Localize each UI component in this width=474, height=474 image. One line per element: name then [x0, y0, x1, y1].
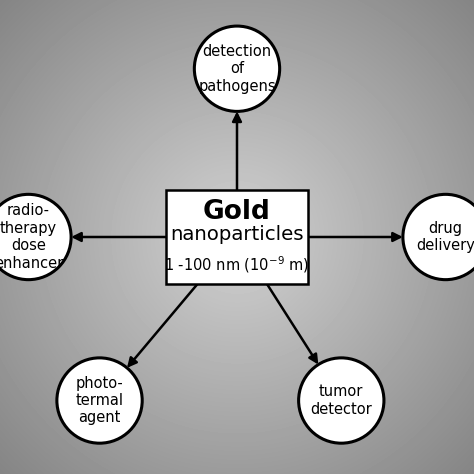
FancyArrowPatch shape	[74, 233, 166, 241]
FancyArrowPatch shape	[129, 284, 197, 366]
Circle shape	[57, 358, 142, 443]
Text: detection
of
pathogens: detection of pathogens	[198, 44, 276, 94]
FancyArrowPatch shape	[233, 114, 241, 190]
FancyArrowPatch shape	[267, 284, 317, 362]
Circle shape	[299, 358, 384, 443]
Circle shape	[194, 26, 280, 111]
Circle shape	[403, 194, 474, 280]
Text: Gold: Gold	[203, 200, 271, 225]
Text: nanoparticles: nanoparticles	[170, 225, 304, 244]
Text: tumor
detector: tumor detector	[310, 384, 372, 417]
Text: radio-
therapy
dose
enhancer: radio- therapy dose enhancer	[0, 203, 63, 271]
Text: photo-
termal
agent: photo- termal agent	[75, 375, 124, 426]
Text: 1 -100 nm (10$^{-9}$ m): 1 -100 nm (10$^{-9}$ m)	[164, 254, 310, 275]
Circle shape	[0, 194, 71, 280]
Text: drug
delivery: drug delivery	[416, 221, 474, 253]
FancyArrowPatch shape	[308, 233, 400, 241]
FancyBboxPatch shape	[166, 190, 308, 284]
